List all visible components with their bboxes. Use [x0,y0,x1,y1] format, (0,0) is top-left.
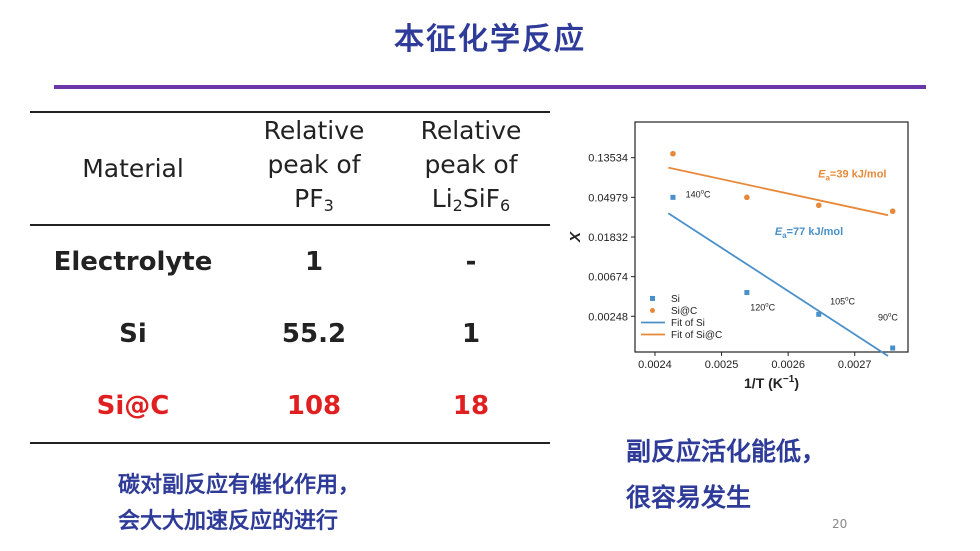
header-li2sif6: Relative peak of Li2SiF6 [420,116,522,215]
table-row-sic: Si@C 108 18 [30,370,550,442]
table-row-si: Si 55.2 1 [30,298,550,370]
temperature-label: 120oC [750,302,775,312]
cell-material: Electrolyte [53,247,213,277]
y-tick-label: 0.01832 [588,232,628,244]
data-point-si [670,194,676,200]
cell-li2sif6: - [465,247,477,277]
data-point-sic [744,194,750,201]
header-material: Material [82,153,184,183]
legend-label: Si [671,294,680,305]
data-point-si [744,290,750,296]
activation-energy-note: 副反应活化能低， 很容易发生 [626,437,827,512]
data-point-si [816,311,822,317]
data-point-si [890,345,896,351]
arrhenius-chart: 0.0024 0.0025 0.0026 0.0027 0.13534 0.04979 0.… [567,121,909,391]
y-tick-label: 0.00248 [588,311,628,323]
temperature-label: 90oC [878,312,898,322]
table-row-electrolyte: Electrolyte 1 - [30,226,550,298]
temperature-label: 105oC [830,296,855,306]
legend-marker-si [650,295,655,301]
cell-material: Si@C [96,391,170,421]
cell-pf3: 108 [286,391,342,421]
legend-label: Fit of Si [671,318,705,329]
x-tick-label: 0.0024 [638,359,672,371]
data-point-sic [889,208,896,215]
y-axis-label: X [567,231,584,243]
x-axis-label: 1/T (K−1) [744,374,799,391]
header-pf3: Relative peak of PF3 [263,116,365,215]
y-tick-label: 0.00674 [588,272,628,284]
cell-material: Si [119,319,147,349]
slide-title: 本征化学反应 [394,22,586,57]
legend-label: Fit of Si@C [671,330,722,341]
ea-label-sic: Ea=39 kJ/mol [818,169,886,183]
temperature-label: 140oC [686,189,711,199]
ea-label-si: Ea=77 kJ/mol [775,226,843,240]
relative-peak-table: Material Relative peak of PF3 Relative p… [30,111,550,444]
fit-line-fit-of-si-c [668,166,889,217]
fit-line-fit-of-si [667,212,889,357]
cell-pf3: 55.2 [281,319,347,349]
cell-li2sif6: 18 [452,391,490,421]
data-point-sic [670,150,676,157]
y-tick-label: 0.04979 [588,192,628,204]
cell-li2sif6: 1 [461,319,481,349]
data-point-sic [815,202,822,209]
catalysis-note: 碳对副反应有催化作用， 会大大加速反应的进行 [118,473,361,534]
title-divider [54,85,926,89]
legend-marker-sic [650,307,655,313]
cell-pf3: 1 [304,247,324,277]
legend-label: Si@C [671,306,697,317]
y-tick-label: 0.13534 [588,153,628,165]
x-tick-label: 0.0025 [705,359,739,371]
table-header-row: Material Relative peak of PF3 Relative p… [30,113,550,226]
x-tick-label: 0.0026 [771,359,805,371]
x-tick-label: 0.0027 [838,359,872,371]
page-number: 20 [832,517,848,531]
